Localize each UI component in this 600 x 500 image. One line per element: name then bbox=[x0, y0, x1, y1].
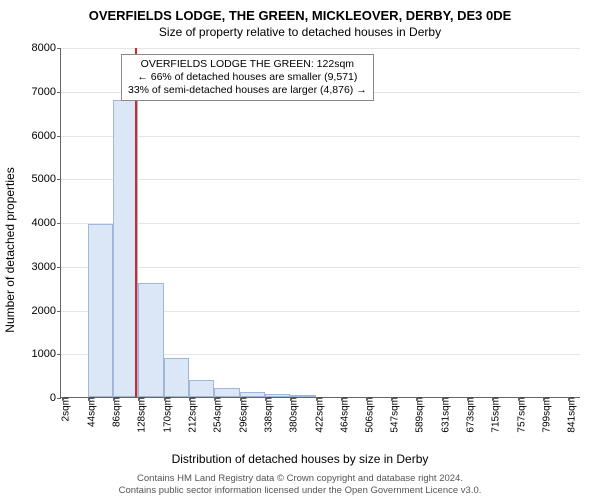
xtick-label: 547sqm bbox=[387, 397, 400, 433]
xtick-label: 715sqm bbox=[489, 397, 502, 433]
chart-container: OVERFIELDS LODGE, THE GREEN, MICKLEOVER,… bbox=[0, 0, 600, 500]
xtick-label: 128sqm bbox=[135, 397, 148, 433]
histogram-bar bbox=[138, 283, 163, 397]
xtick-label: 254sqm bbox=[211, 397, 224, 433]
plot-wrapper: 0100020003000400050006000700080002sqm44s… bbox=[60, 48, 580, 398]
grid-line bbox=[61, 223, 580, 224]
ytick-label: 2000 bbox=[32, 305, 61, 317]
histogram-bar bbox=[189, 380, 214, 398]
xtick-label: 422sqm bbox=[312, 397, 325, 433]
ytick-label: 5000 bbox=[32, 173, 61, 185]
ytick-label: 4000 bbox=[32, 217, 61, 229]
xtick-label: 170sqm bbox=[160, 397, 173, 433]
x-axis-label: Distribution of detached houses by size … bbox=[0, 452, 600, 466]
annotation-line-1: OVERFIELDS LODGE THE GREEN: 122sqm bbox=[128, 58, 367, 71]
xtick-label: 589sqm bbox=[413, 397, 426, 433]
xtick-label: 2sqm bbox=[59, 397, 72, 421]
footer-line-1: Contains HM Land Registry data © Crown c… bbox=[0, 473, 600, 485]
xtick-label: 464sqm bbox=[337, 397, 350, 433]
xtick-label: 673sqm bbox=[463, 397, 476, 433]
xtick-label: 296sqm bbox=[236, 397, 249, 433]
ytick-label: 3000 bbox=[32, 261, 61, 273]
grid-line bbox=[61, 136, 580, 137]
histogram-bar bbox=[214, 388, 239, 397]
xtick-label: 757sqm bbox=[514, 397, 527, 433]
xtick-label: 799sqm bbox=[539, 397, 552, 433]
xtick-label: 631sqm bbox=[438, 397, 451, 433]
xtick-label: 380sqm bbox=[287, 397, 300, 433]
histogram-bar bbox=[88, 224, 113, 397]
y-axis-label: Number of detached properties bbox=[3, 167, 17, 332]
annotation-box: OVERFIELDS LODGE THE GREEN: 122sqm← 66% … bbox=[121, 54, 374, 101]
grid-line bbox=[61, 267, 580, 268]
chart-subtitle: Size of property relative to detached ho… bbox=[0, 23, 600, 43]
xtick-label: 338sqm bbox=[261, 397, 274, 433]
footer-attribution: Contains HM Land Registry data © Crown c… bbox=[0, 473, 600, 497]
ytick-label: 1000 bbox=[32, 348, 61, 360]
ytick-label: 7000 bbox=[32, 86, 61, 98]
xtick-label: 212sqm bbox=[185, 397, 198, 433]
annotation-line-2: ← 66% of detached houses are smaller (9,… bbox=[128, 71, 367, 84]
xtick-label: 86sqm bbox=[109, 397, 122, 427]
ytick-label: 8000 bbox=[32, 42, 61, 54]
ytick-label: 6000 bbox=[32, 130, 61, 142]
grid-line bbox=[61, 48, 580, 49]
annotation-line-3: 33% of semi-detached houses are larger (… bbox=[128, 84, 367, 97]
chart-title: OVERFIELDS LODGE, THE GREEN, MICKLEOVER,… bbox=[0, 0, 600, 23]
xtick-label: 44sqm bbox=[84, 397, 97, 427]
grid-line bbox=[61, 179, 580, 180]
xtick-label: 841sqm bbox=[565, 397, 578, 433]
footer-line-2: Contains public sector information licen… bbox=[0, 485, 600, 497]
plot-area: 0100020003000400050006000700080002sqm44s… bbox=[60, 48, 580, 398]
histogram-bar bbox=[164, 358, 189, 397]
xtick-label: 506sqm bbox=[363, 397, 376, 433]
